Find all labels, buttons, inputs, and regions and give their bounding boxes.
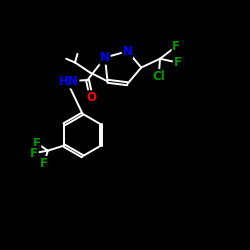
Text: N: N — [122, 45, 132, 58]
Text: F: F — [172, 40, 180, 53]
Text: N: N — [100, 51, 110, 64]
Text: F: F — [40, 156, 48, 170]
Text: O: O — [86, 91, 96, 104]
Text: F: F — [32, 136, 40, 149]
Text: Cl: Cl — [152, 70, 165, 83]
Text: F: F — [174, 56, 182, 69]
Text: F: F — [30, 146, 38, 160]
Text: HN: HN — [59, 75, 79, 88]
